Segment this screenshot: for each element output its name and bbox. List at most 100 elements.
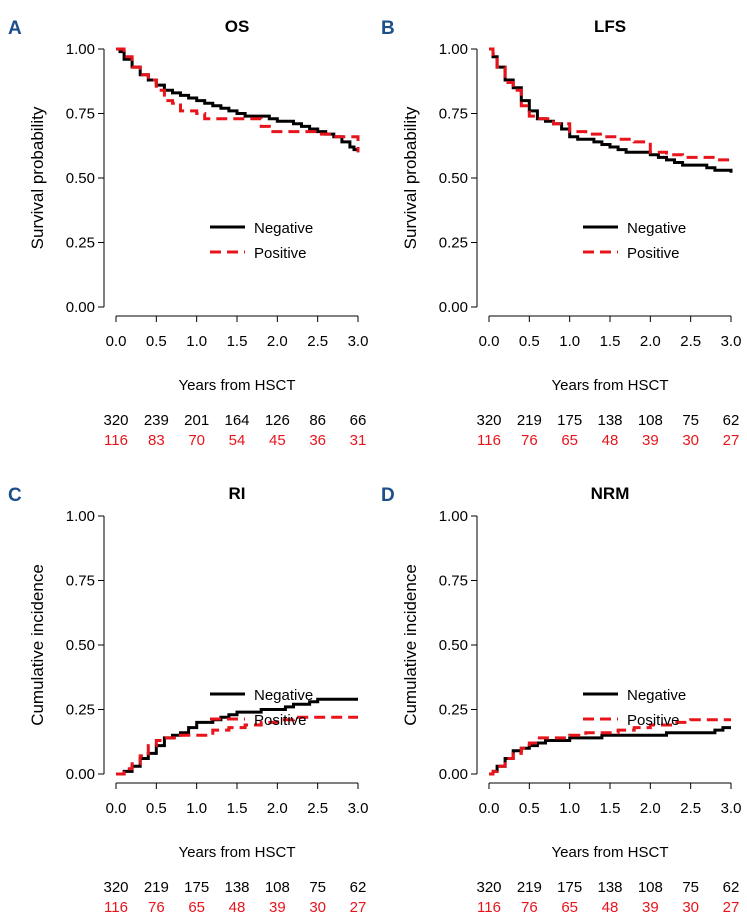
panel-d-x-tick-label: 0.5 (519, 800, 540, 817)
panel-b-x-tick-label: 2.0 (640, 333, 661, 350)
panel-b-x-tick-label: 2.5 (680, 333, 701, 350)
panel-d-x-tick-label: 2.0 (640, 800, 661, 817)
panel-c-x-tick-label: 2.0 (267, 800, 288, 817)
panel-b-at-risk-negative: 219 (517, 412, 542, 429)
panel-a-y-tick-label: 0.75 (66, 106, 95, 123)
panel-b-at-risk-positive: 27 (723, 432, 740, 449)
panel-c-x-label: Years from HSCT (179, 844, 296, 861)
panel-a-at-risk-negative: 164 (224, 412, 249, 429)
panel-d-title: NRM (591, 484, 630, 503)
panel-a-legend-label-positive: Positive (254, 245, 307, 262)
panel-d-x-tick-label: 3.0 (721, 800, 742, 817)
panel-b-y-tick-label: 0.25 (439, 235, 468, 252)
panel-a-at-risk-negative: 86 (309, 412, 326, 429)
panel-d-y-tick-label: 0.25 (439, 702, 468, 719)
panel-c-legend-label-negative: Negative (254, 687, 313, 704)
panel-a-x-tick-label: 1.5 (227, 333, 248, 350)
panel-c-at-risk-negative: 175 (184, 879, 209, 896)
panel-d-x-tick-label: 1.5 (600, 800, 621, 817)
panel-d-at-risk-positive: 30 (682, 899, 699, 916)
panel-c-at-risk-positive: 27 (350, 899, 367, 916)
panel-c-at-risk-positive: 48 (229, 899, 246, 916)
panel-b-y-tick-label: 0.50 (439, 170, 468, 187)
panel-d-series-positive (489, 718, 731, 776)
panel-b-at-risk-negative: 108 (638, 412, 663, 429)
panel-d-y-tick-label: 0.75 (439, 573, 468, 590)
panel-b-at-risk-negative: 175 (557, 412, 582, 429)
panel-b-at-risk-positive: 116 (477, 432, 501, 449)
panel-b-x-tick-label: 0.5 (519, 333, 540, 350)
panel-d-legend-label-negative: Negative (627, 687, 686, 704)
panel-a-y-tick-label: 0.00 (66, 299, 95, 316)
panel-d-y-tick-label: 1.00 (439, 508, 468, 525)
panel-c-at-risk-negative: 320 (103, 879, 128, 896)
panel-b-letter: B (381, 18, 395, 39)
panel-a-at-risk-negative: 66 (350, 412, 367, 429)
panel-b-at-risk-negative: 320 (476, 412, 501, 429)
panel-a-at-risk-positive: 116 (104, 432, 128, 449)
panel-b-series-negative (489, 47, 733, 173)
panel-a-at-risk-positive: 36 (309, 432, 326, 449)
panel-a-y-tick-label: 0.50 (66, 170, 95, 187)
panel-c-y-tick-label: 0.50 (66, 637, 95, 654)
panel-c-at-risk-positive: 30 (309, 899, 326, 916)
panel-d-y-tick-label: 0.00 (439, 766, 468, 783)
panel-b-legend-label-negative: Negative (627, 220, 686, 237)
panel-a-at-risk-positive: 83 (148, 432, 165, 449)
panel-d-letter: D (381, 485, 395, 506)
panel-b-at-risk-positive: 65 (561, 432, 578, 449)
panel-c-letter: C (8, 485, 22, 506)
panel-b-y-tick-label: 0.00 (439, 299, 468, 316)
panel-b-series-positive (489, 47, 731, 162)
panel-d-at-risk-negative: 138 (597, 879, 622, 896)
panel-d-x-label: Years from HSCT (552, 844, 669, 861)
panel-a-at-risk-positive: 54 (229, 432, 246, 449)
panel-b-at-risk-negative: 75 (682, 412, 699, 429)
panel-b-y-tick-label: 1.00 (439, 41, 468, 58)
panel-d-at-risk-positive: 39 (642, 899, 659, 916)
panel-b-x-label: Years from HSCT (552, 377, 669, 394)
panel-d-at-risk-negative: 320 (476, 879, 501, 896)
panel-b-at-risk-negative: 62 (723, 412, 740, 429)
panel-d-at-risk-negative: 219 (517, 879, 542, 896)
panel-c-x-tick-label: 2.5 (307, 800, 328, 817)
panel-d-at-risk-positive: 116 (477, 899, 501, 916)
panel-d-at-risk-negative: 75 (682, 879, 699, 896)
panel-d-at-risk-negative: 108 (638, 879, 663, 896)
panel-c-at-risk-positive: 39 (269, 899, 286, 916)
panel-d-at-risk-positive: 76 (521, 899, 538, 916)
panel-d-x-tick-label: 0.0 (479, 800, 500, 817)
panel-c-legend-label-positive: Positive (254, 712, 307, 729)
panel-d-legend-label-positive: Positive (627, 712, 680, 729)
panel-a-at-risk-positive: 31 (350, 432, 367, 449)
panel-a-at-risk-negative: 126 (265, 412, 290, 429)
panel-a-at-risk-negative: 239 (144, 412, 169, 429)
panel-c-series-positive (116, 715, 358, 776)
panel-c-y-tick-label: 0.00 (66, 766, 95, 783)
panel-b-at-risk-positive: 39 (642, 432, 659, 449)
panel-d-at-risk-negative: 175 (557, 879, 582, 896)
panel-c-x-tick-label: 0.5 (146, 800, 167, 817)
panel-b-at-risk-positive: 76 (521, 432, 538, 449)
panel-c-x-tick-label: 1.5 (227, 800, 248, 817)
panel-c-y-tick-label: 1.00 (66, 508, 95, 525)
panel-a-at-risk-negative: 320 (103, 412, 128, 429)
panel-d-y-tick-label: 0.50 (439, 637, 468, 654)
panel-c-x-tick-label: 3.0 (348, 800, 369, 817)
panel-b-at-risk-positive: 30 (682, 432, 699, 449)
panel-c-at-risk-negative: 62 (350, 879, 367, 896)
panel-a-series-negative (116, 47, 360, 153)
panel-c-at-risk-positive: 65 (188, 899, 205, 916)
panel-a-x-tick-label: 2.0 (267, 333, 288, 350)
panel-a-at-risk-positive: 45 (269, 432, 286, 449)
panel-b-y-label: Survival probability (401, 106, 420, 249)
panel-d-at-risk-positive: 65 (561, 899, 578, 916)
panel-a-series-positive (116, 47, 360, 153)
panel-b-at-risk-positive: 48 (602, 432, 619, 449)
panel-a-y-label: Survival probability (28, 106, 47, 249)
panel-c-y-tick-label: 0.25 (66, 702, 95, 719)
panel-a-legend-label-negative: Negative (254, 220, 313, 237)
panel-a-title: OS (225, 17, 250, 36)
panel-b-at-risk-negative: 138 (597, 412, 622, 429)
